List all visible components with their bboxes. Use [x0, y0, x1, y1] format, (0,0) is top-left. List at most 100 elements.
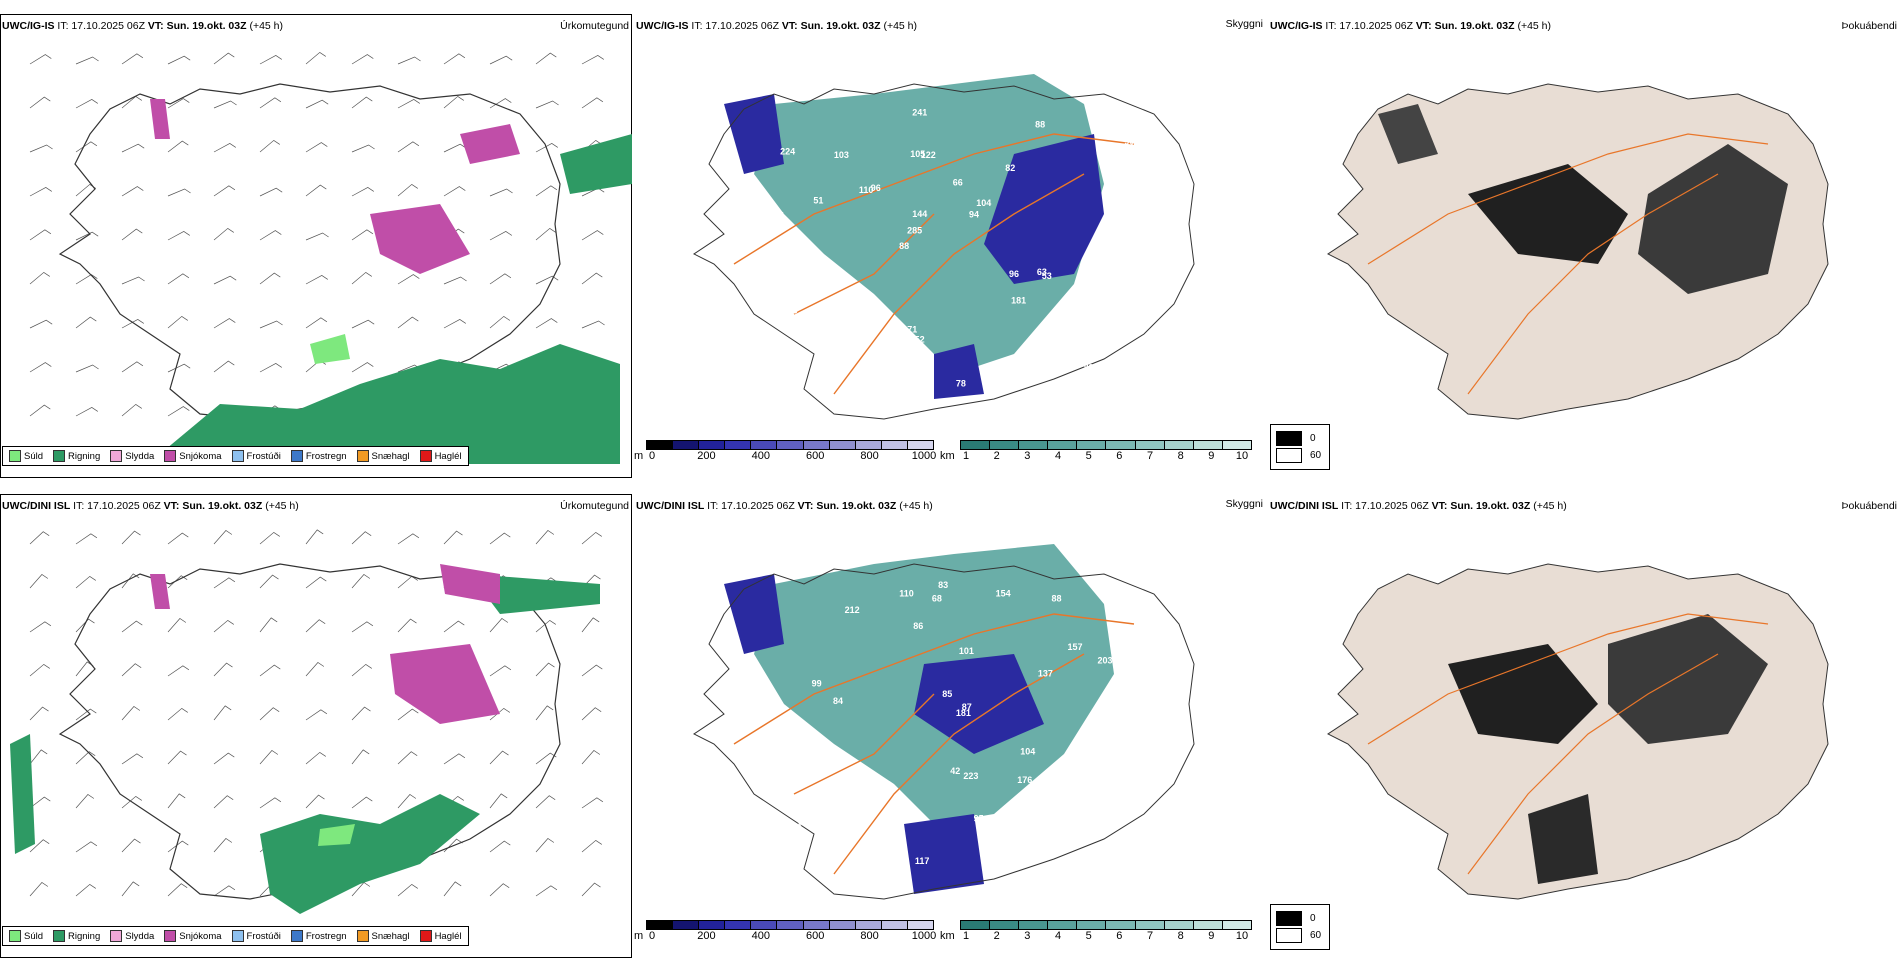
wind-barb — [29, 186, 52, 197]
wind-barb — [259, 531, 280, 545]
wind-barb — [121, 143, 145, 153]
wind-barb — [29, 621, 52, 633]
fog-legend-swatch — [1276, 448, 1302, 463]
wind-barb — [489, 98, 512, 109]
product-type: Þokuábendi — [1841, 500, 1897, 512]
colorbar-cell — [1164, 921, 1194, 929]
cloud-base-label: 105 — [910, 149, 925, 159]
panel-title: UWC/DINI ISL IT: 17.10.2025 06Z VT: Sun.… — [2, 500, 299, 512]
legend-swatch — [356, 930, 369, 942]
wind-barb — [535, 530, 555, 545]
fog-legend: 0 60 — [1270, 904, 1330, 950]
wind-barb — [121, 186, 144, 197]
wind-barb — [167, 55, 191, 65]
wind-barb — [213, 318, 236, 329]
colorbar-cell — [881, 441, 908, 449]
wind-barb — [29, 706, 49, 721]
wind-barb — [259, 187, 283, 197]
cloud-base-label: 176 — [1017, 775, 1032, 785]
wind-barb — [305, 232, 329, 241]
wind-barb — [29, 749, 48, 765]
cloud-base-area — [904, 814, 984, 894]
wind-barb — [259, 617, 278, 633]
cloud-base-label: 67 — [837, 304, 847, 314]
precip-map — [10, 529, 604, 914]
legend-item: Snjókoma — [164, 930, 222, 942]
wind-barb — [535, 838, 555, 853]
precip-map — [29, 51, 632, 464]
wind-barb — [351, 621, 374, 633]
cloud-base-label: 78 — [956, 379, 966, 389]
wind-barb — [167, 618, 187, 633]
fog-legend-item: 60 — [1276, 928, 1324, 943]
wind-barb — [581, 531, 602, 545]
cloud-base-label: 54 — [835, 359, 845, 369]
rain-area — [470, 574, 600, 614]
fog-legend-item: 60 — [1276, 448, 1324, 463]
wind-barb — [121, 795, 142, 809]
legend-item: Slydda — [110, 450, 154, 462]
wind-barb — [167, 230, 190, 241]
wind-barb — [259, 574, 279, 589]
wind-barb — [259, 362, 282, 373]
cloud-base-label: 223 — [963, 771, 978, 781]
cloud-labels: 105 85 90 88 82 81 105 66 93 96 83 107 122 104 53 224 24… — [756, 108, 1178, 389]
colorbar-cell — [673, 441, 700, 449]
wind-barb — [167, 315, 188, 329]
snow-area — [150, 99, 170, 139]
wind-barb — [581, 272, 603, 285]
wind-barb — [167, 363, 191, 373]
colorbar-tick: 200 — [697, 450, 716, 462]
wind-barb — [75, 883, 96, 897]
wind-barb — [213, 530, 233, 545]
colorbar-cell — [647, 921, 674, 929]
cloud-base-label: 104 — [976, 198, 991, 208]
rain-area — [160, 344, 620, 464]
cloud-base-label: 85 — [774, 210, 784, 220]
wind-barb — [213, 838, 233, 853]
wind-barb — [351, 663, 372, 677]
iceland-outline — [693, 83, 1195, 420]
cloud-base-label: 83 — [938, 580, 948, 590]
colorbar-cell — [751, 441, 778, 449]
colorbar-tick: 600 — [806, 930, 825, 942]
wind-barb — [397, 141, 420, 153]
colorbar-cell — [1077, 441, 1107, 449]
wind-barb — [397, 575, 418, 589]
colorbar-tick: 4 — [1054, 450, 1062, 462]
product-type: Skyggni — [1225, 498, 1263, 510]
snow-area — [370, 204, 470, 274]
snow-area — [150, 574, 170, 609]
wind-barb — [29, 839, 50, 853]
fog-legend-swatch — [1276, 911, 1302, 926]
wind-barb — [75, 708, 97, 721]
colorbar-cell — [777, 441, 804, 449]
wind-barb — [535, 142, 558, 153]
cloud-base-label: 82 — [1005, 163, 1015, 173]
colorbar-cell — [673, 921, 700, 929]
wind-barb — [167, 140, 189, 153]
wind-barb — [305, 576, 327, 589]
panel-title: UWC/DINI ISL IT: 17.10.2025 06Z VT: Sun.… — [1270, 500, 1567, 512]
wind-barb — [535, 52, 557, 65]
legend-item: Frostregn — [290, 930, 347, 942]
wind-barb — [305, 662, 325, 677]
cloud-base-label: 88 — [1052, 593, 1062, 603]
cloud-base-label: 224 — [780, 146, 795, 156]
cloud-base-label: 87 — [962, 702, 972, 712]
wind-barb — [351, 96, 373, 109]
wind-barb — [167, 883, 188, 897]
colorbar-cell — [1048, 921, 1078, 929]
colorbar-cell — [1222, 441, 1251, 449]
wind-barb — [121, 403, 142, 417]
colorbar-cell — [881, 921, 908, 929]
colorbar-cell — [803, 441, 830, 449]
wind-barb — [213, 885, 236, 897]
legend-swatch — [164, 930, 177, 942]
wind-barb — [259, 797, 282, 809]
wind-barb — [121, 881, 140, 897]
wind-barb — [351, 574, 371, 589]
wind-barb — [535, 795, 556, 809]
cloud-map: 149 88 212 157 223 84 86 129 203 137 78 83 176 181 117… — [693, 544, 1195, 900]
legend-swatch — [9, 930, 21, 942]
